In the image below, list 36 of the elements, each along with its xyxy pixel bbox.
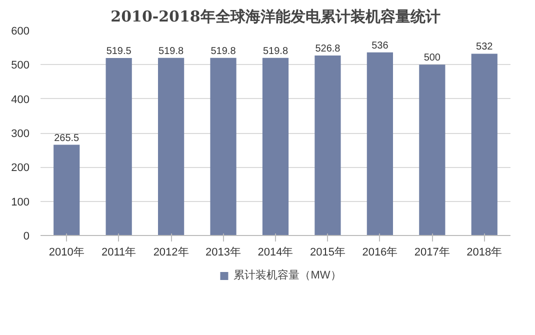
chart-title: 2010-2018年全球海洋能发电累计装机容量统计 <box>110 8 440 26</box>
data-label: 532 <box>476 42 494 53</box>
data-label: 519.8 <box>158 46 184 57</box>
y-tick-label: 200 <box>11 162 30 174</box>
x-tick-label: 2012年 <box>153 246 189 258</box>
bar <box>54 144 80 236</box>
data-label: 519.5 <box>106 46 132 58</box>
bar <box>471 54 498 236</box>
bar <box>106 58 132 236</box>
data-label: 500 <box>424 52 441 64</box>
y-tick-label: 300 <box>11 128 30 140</box>
bar <box>419 64 446 236</box>
bar <box>314 56 341 236</box>
data-label: 526.8 <box>315 44 341 55</box>
bar <box>262 58 289 236</box>
x-tick-label: 2017年 <box>414 246 450 258</box>
legend-label: 累计装机容量（MW） <box>234 268 342 282</box>
y-tick-label: 600 <box>11 26 30 38</box>
bar <box>366 52 393 236</box>
x-tick-label: 2013年 <box>206 246 242 258</box>
y-tick-label: 400 <box>11 94 30 106</box>
data-label: 536 <box>372 40 389 52</box>
x-tick-label: 2011年 <box>102 246 136 258</box>
bar <box>158 58 184 236</box>
bar <box>210 58 236 236</box>
x-tick-label: 2014年 <box>258 246 294 258</box>
y-tick-label: 500 <box>11 60 30 72</box>
data-label: 519.8 <box>210 46 236 57</box>
x-tick-label: 2018年 <box>466 246 502 258</box>
x-tick-label: 2016年 <box>362 246 398 258</box>
x-tick-label: 2010年 <box>48 246 84 258</box>
data-label: 519.8 <box>262 46 288 57</box>
y-tick-label: 0 <box>23 230 30 242</box>
data-label: 265.5 <box>54 132 80 144</box>
y-tick-label: 100 <box>11 196 30 208</box>
x-tick-label: 2015年 <box>310 246 346 258</box>
